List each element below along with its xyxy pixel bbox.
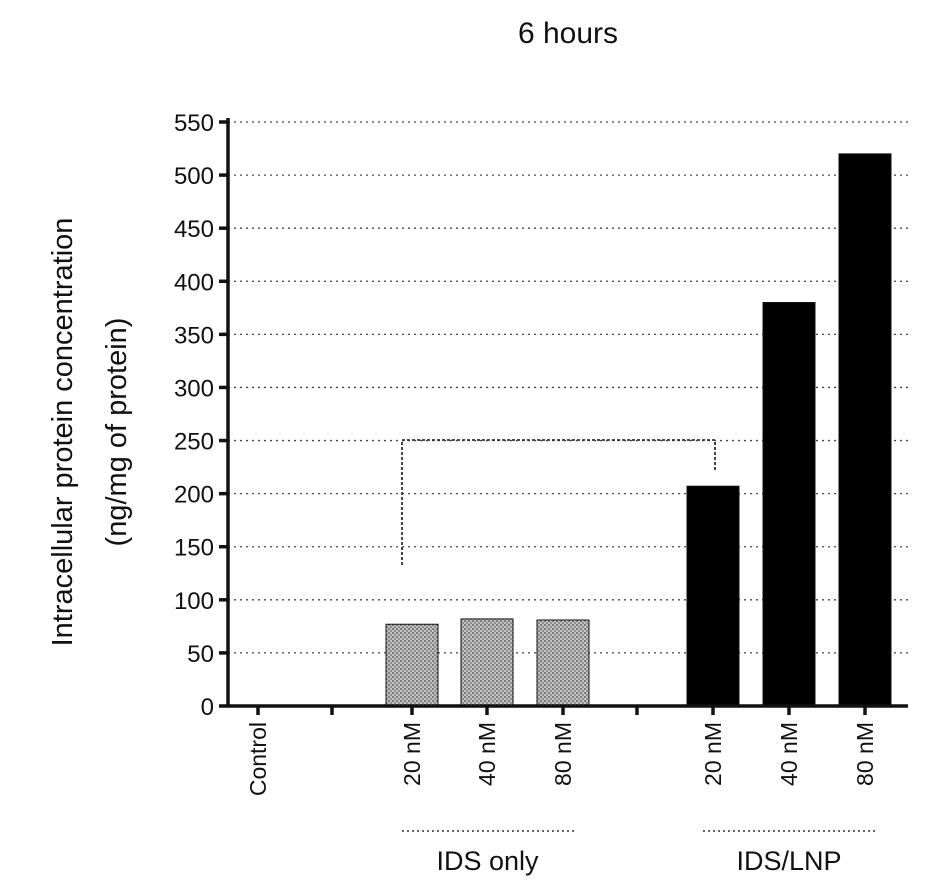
bar — [460, 618, 514, 707]
group-labels: IDS only IDS/LNP — [402, 830, 877, 876]
bar — [762, 302, 816, 707]
bar — [385, 623, 439, 707]
y-tick-label: 450 — [174, 216, 214, 243]
x-tick-label: Control — [245, 722, 271, 796]
y-tick-label: 300 — [174, 375, 214, 402]
group-label: IDS only — [436, 846, 539, 876]
bars — [385, 153, 892, 707]
y-tick-label: 250 — [174, 429, 214, 456]
y-axis-label: Intracellular protein concentration — [47, 218, 79, 647]
x-tick-label: 80 nM — [550, 722, 576, 786]
y-tick-label: 550 — [174, 110, 214, 137]
y-tick-label: 200 — [174, 482, 214, 509]
chart-title: 6 hours — [518, 17, 618, 50]
bar — [838, 153, 892, 707]
x-tick-label: 20 nM — [700, 722, 726, 786]
y-tick-labels: 0 50 100 150 200 250 300 350 400 450 500 550 — [174, 110, 214, 721]
y-tick-label: 50 — [187, 641, 214, 668]
y-tick-label: 100 — [174, 588, 214, 615]
y-tick-label: 0 — [201, 694, 214, 721]
x-tick-label: 80 nM — [852, 722, 878, 786]
bar — [686, 485, 740, 707]
bar — [536, 619, 590, 707]
x-tick-label: 40 nM — [776, 722, 802, 786]
y-tick-label: 400 — [174, 269, 214, 296]
x-tick-label: 40 nM — [474, 722, 500, 786]
significance-bracket — [401, 439, 716, 565]
group-label: IDS/LNP — [736, 846, 841, 876]
bracket-line — [401, 439, 716, 565]
y-tick-label: 500 — [174, 163, 214, 190]
y-tick-label: 350 — [174, 322, 214, 349]
axes — [219, 118, 908, 715]
y-axis-unit-label: (ng/mg of protein) — [101, 318, 133, 547]
x-tick-labels: Control 20 nM 40 nM 80 nM 20 nM 40 nM 80 nM — [245, 722, 878, 796]
x-tick-label: 20 nM — [399, 722, 425, 786]
y-tick-label: 150 — [174, 535, 214, 562]
